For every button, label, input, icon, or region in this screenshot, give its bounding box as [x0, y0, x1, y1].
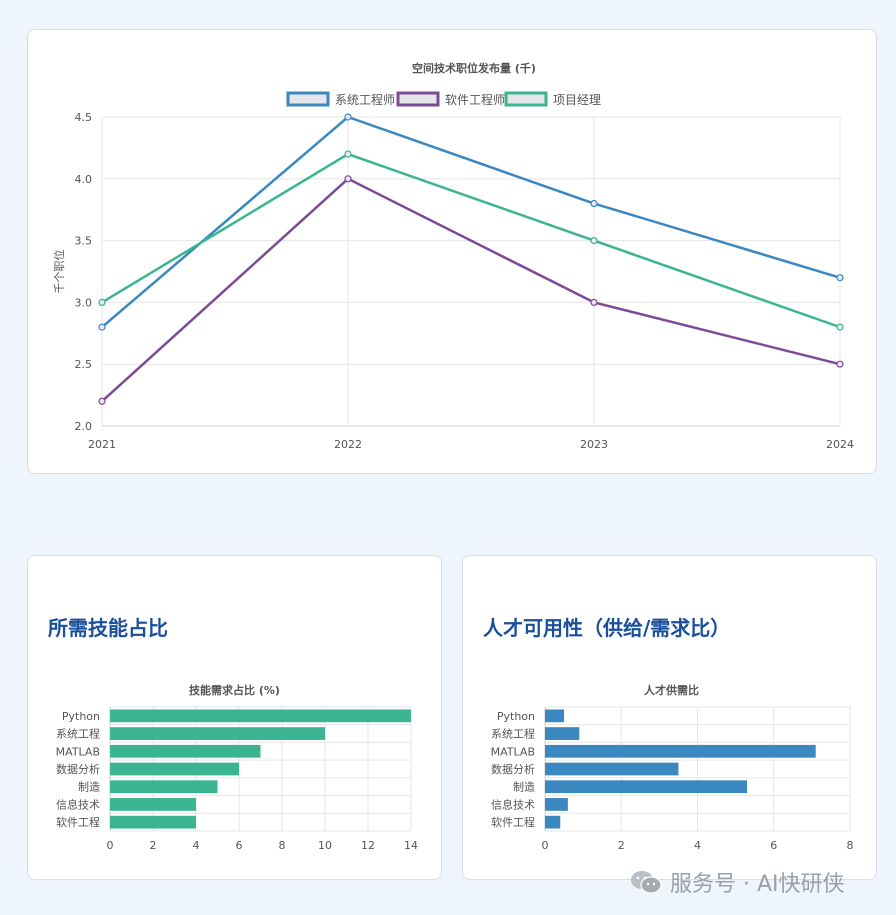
y-tick-label: 4.5 — [75, 111, 93, 124]
data-point — [344, 150, 352, 158]
legend-label: 项目经理 — [553, 93, 601, 107]
x-tick-label: 4 — [694, 839, 701, 852]
x-tick-label: 6 — [770, 839, 777, 852]
watermark-text: 服务号 · AI快研侠 — [670, 872, 845, 897]
category-label: 软件工程 — [491, 815, 535, 829]
bar — [110, 709, 411, 723]
legend-item: 项目经理 — [504, 91, 601, 107]
x-tick-label: 2 — [618, 839, 625, 852]
data-point — [98, 298, 106, 306]
y-tick-label: 2.0 — [75, 420, 93, 433]
data-point — [590, 199, 598, 208]
data-point — [98, 397, 106, 405]
x-tick-label: 2 — [150, 839, 157, 852]
bar — [545, 744, 816, 758]
x-tick-label: 0 — [107, 839, 114, 852]
category-label: MATLAB — [56, 745, 100, 758]
x-tick-label: 2022 — [334, 438, 362, 451]
bar — [545, 762, 679, 776]
category-label: Python — [497, 710, 535, 723]
chart-title: 空间技术职位发布量 (千) — [412, 61, 536, 75]
skills-share-bar-chart: 技能需求占比 (%) 0 2 4 6 8 10 12 14 Python 系统工程 MATLAB 数据分… — [56, 683, 418, 852]
chart-title: 技能需求占比 (%) — [189, 683, 280, 697]
y-tick-label: 3.0 — [75, 296, 93, 309]
x-tick-label: 6 — [236, 839, 243, 852]
job-postings-card: 空间技术职位发布量 (千) 系统工程师 软件工程师 项目经理 2.0 2.5 3.0 3.5 4… — [27, 29, 877, 474]
legend-item: 软件工程师 — [396, 91, 505, 107]
x-tick-label: 2021 — [88, 438, 116, 451]
category-label: 数据分析 — [56, 762, 100, 776]
category-label: 信息技术 — [491, 797, 535, 811]
data-point — [590, 237, 598, 245]
data-point — [344, 113, 352, 121]
bar — [110, 744, 261, 758]
skills-card-heading: 所需技能占比 — [48, 616, 168, 640]
category-label: 系统工程 — [491, 728, 535, 741]
y-tick-label: 3.5 — [75, 235, 93, 248]
job-postings-line-chart: 空间技术职位发布量 (千) 系统工程师 软件工程师 项目经理 2.0 2.5 3.0 3.5 4… — [52, 61, 854, 451]
bar — [110, 780, 218, 794]
x-tick-label: 12 — [361, 839, 375, 852]
category-label: 制造 — [78, 780, 100, 794]
legend-label: 系统工程师 — [335, 92, 395, 107]
bar — [110, 727, 325, 740]
wechat-icon — [630, 869, 662, 895]
watermark: 服务号 · AI快研侠 — [630, 866, 845, 898]
y-axis-label: 千个职位 — [52, 250, 66, 294]
y-tick-label: 4.0 — [75, 173, 93, 186]
data-point — [344, 175, 352, 183]
y-tick-label: 2.5 — [75, 358, 93, 371]
x-tick-label: 8 — [847, 839, 854, 852]
series-line — [101, 152, 841, 329]
series-line — [101, 115, 841, 329]
x-tick-label: 14 — [404, 839, 418, 852]
bar — [110, 798, 196, 811]
series-line — [101, 177, 841, 403]
category-label: Python — [62, 710, 100, 723]
chart-title: 人才供需比 — [644, 683, 699, 697]
x-tick-label: 10 — [318, 839, 332, 852]
data-point — [836, 274, 844, 282]
category-label: 系统工程 — [56, 728, 100, 741]
x-tick-label: 2024 — [826, 438, 854, 451]
bar — [545, 780, 748, 794]
legend-swatch — [396, 91, 440, 107]
talent-availability-card: 人才可用性（供给/需求比） 人才供需比 0 2 4 6 8 Python 系统工程 MATLAB… — [462, 555, 877, 880]
legend-item: 系统工程师 — [286, 91, 395, 107]
x-tick-label: 4 — [193, 839, 200, 852]
bar — [545, 815, 561, 829]
category-label: 制造 — [513, 780, 535, 794]
talent-card-heading: 人才可用性（供给/需求比） — [483, 616, 731, 640]
data-point — [590, 298, 598, 306]
bar — [545, 727, 580, 740]
data-point — [98, 323, 106, 331]
x-tick-label: 0 — [542, 839, 549, 852]
bar — [110, 815, 196, 829]
bar — [545, 798, 568, 811]
data-point — [836, 323, 844, 331]
x-tick-label: 8 — [279, 839, 286, 852]
bar — [545, 709, 565, 723]
legend-swatch — [504, 91, 548, 107]
skills-share-card: 所需技能占比 技能需求占比 (%) 0 2 4 6 8 10 12 14 Python 系统工程 MA… — [27, 555, 442, 880]
legend-label: 软件工程师 — [445, 92, 505, 107]
legend-swatch — [286, 91, 330, 107]
x-tick-label: 2023 — [580, 438, 608, 451]
data-point — [836, 360, 844, 368]
category-label: MATLAB — [491, 745, 535, 758]
bar — [110, 762, 239, 776]
category-label: 数据分析 — [491, 762, 535, 776]
category-label: 软件工程 — [56, 815, 100, 829]
category-label: 信息技术 — [56, 797, 100, 811]
